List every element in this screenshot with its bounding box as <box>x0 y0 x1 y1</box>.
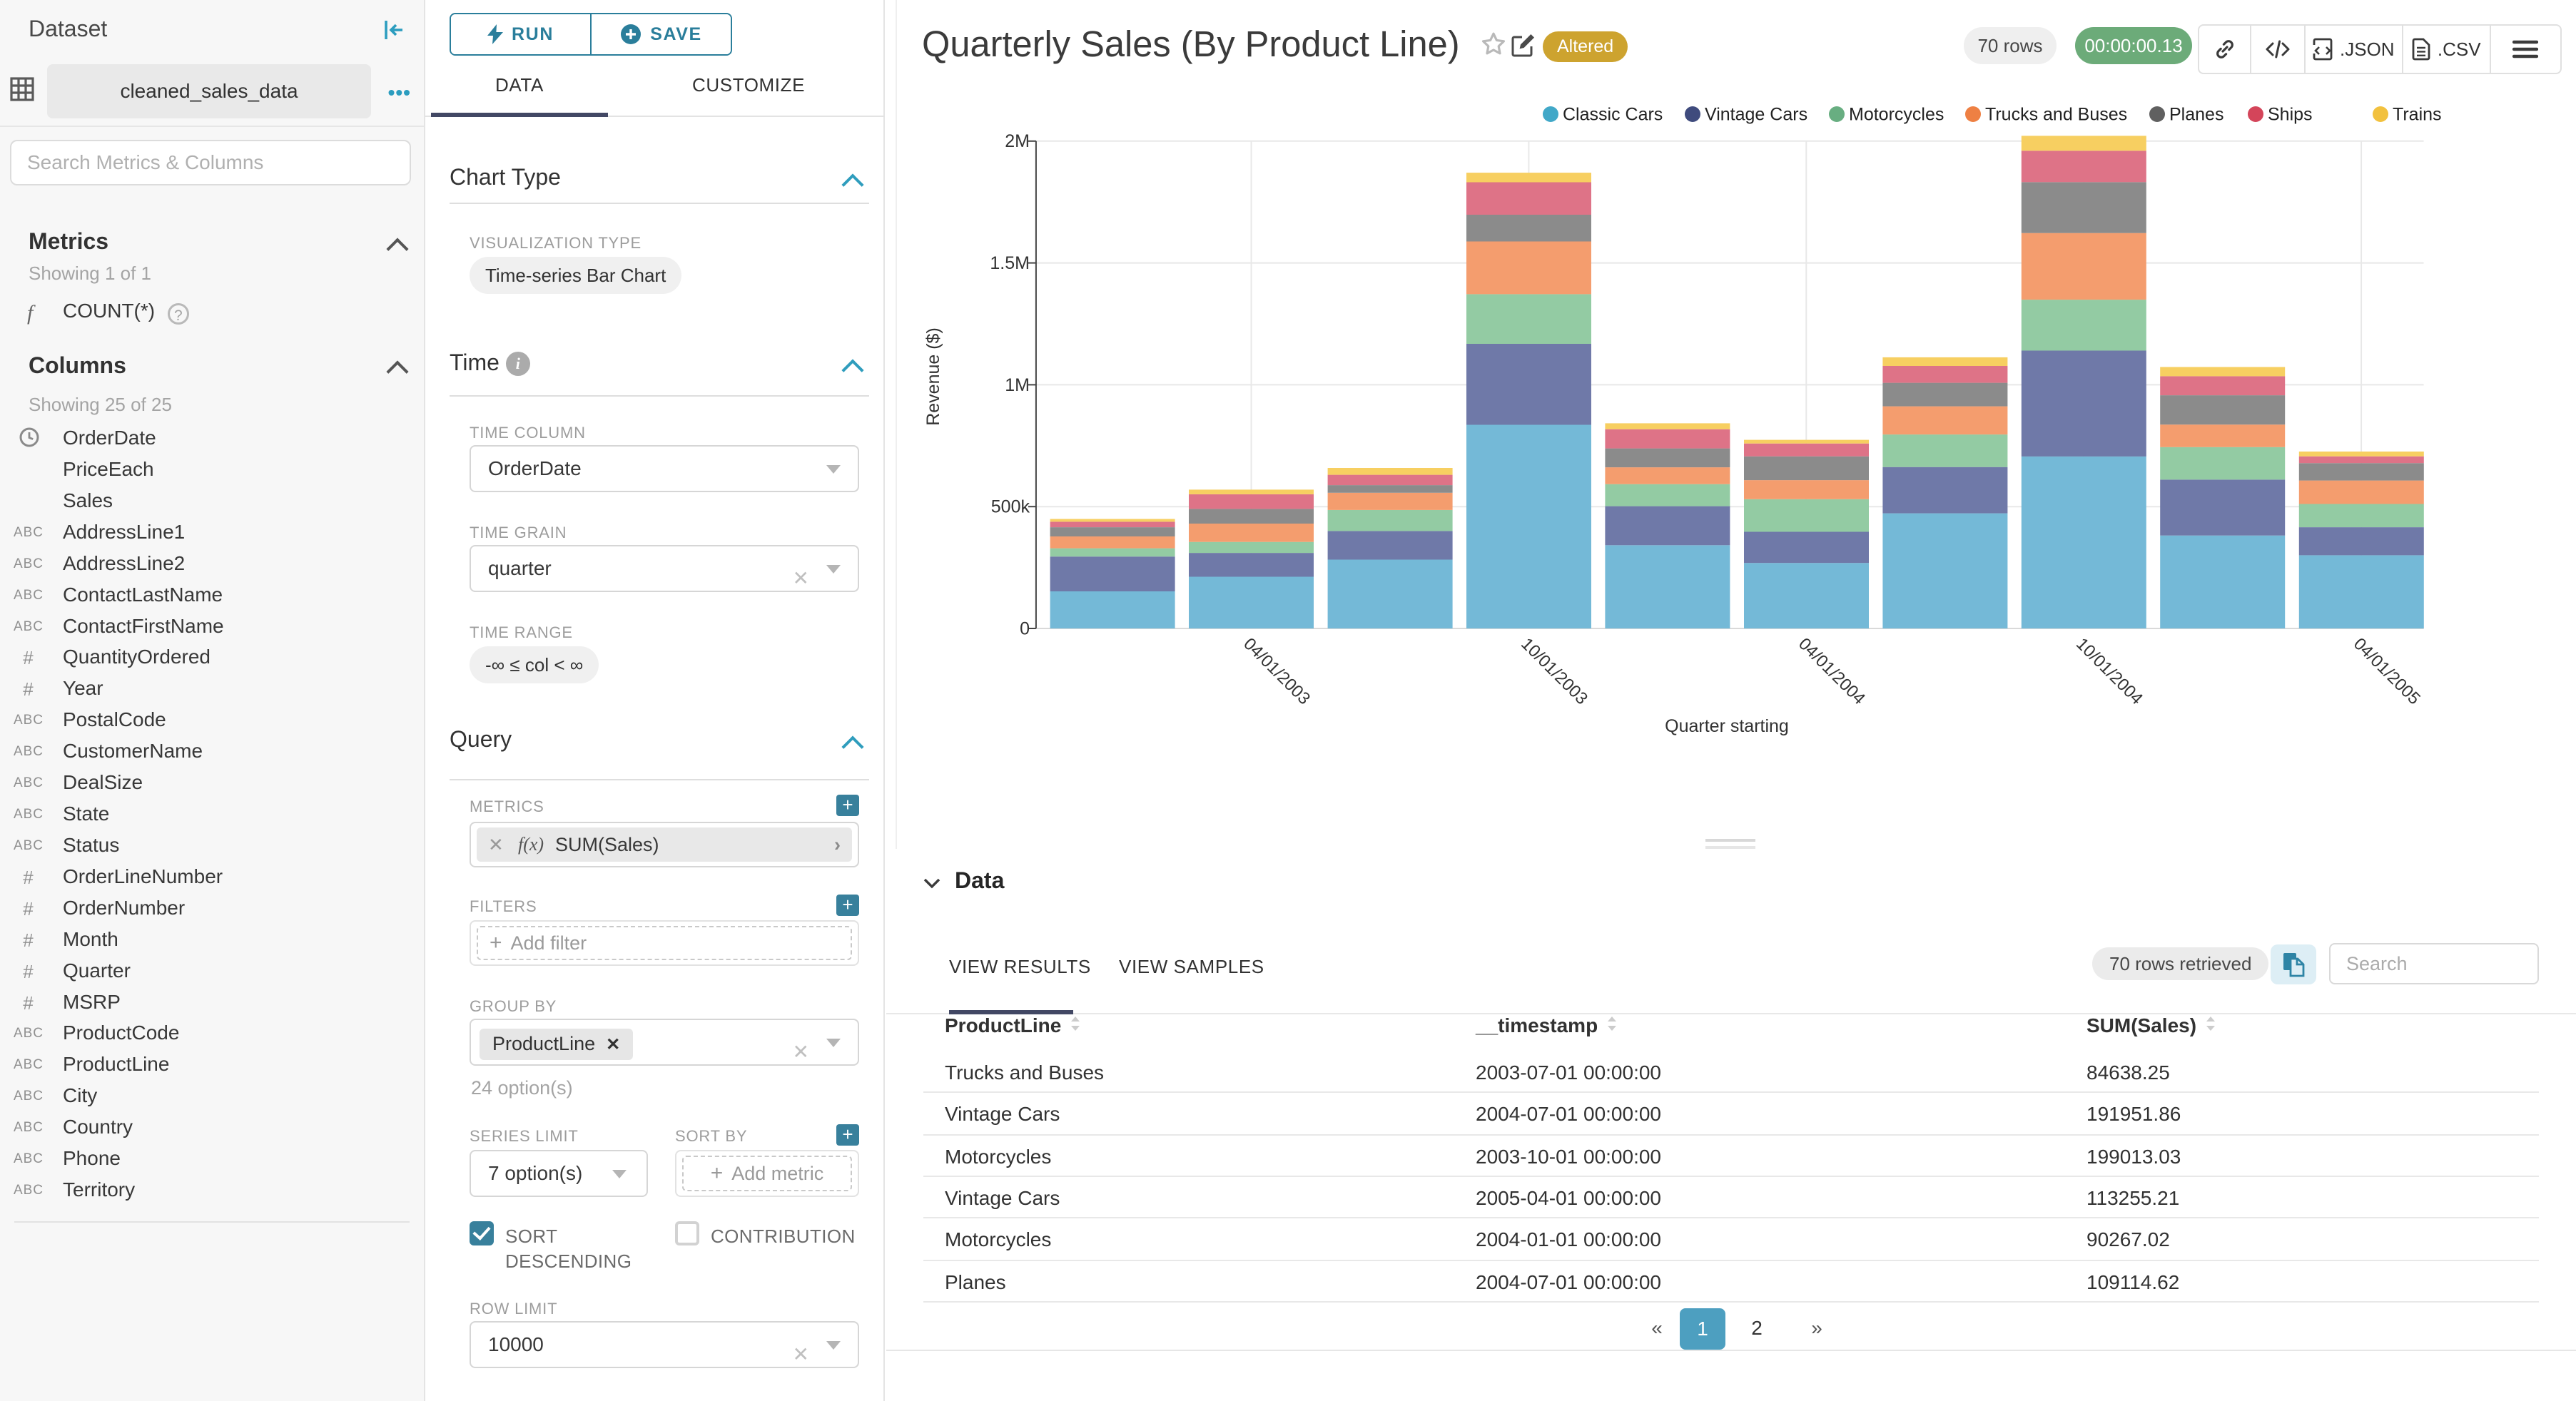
svg-text:1M: 1M <box>1005 375 1030 395</box>
svg-text:10/01/2003: 10/01/2003 <box>1517 634 1591 708</box>
svg-text:04/01/2003: 04/01/2003 <box>1239 634 1314 708</box>
svg-text:1.5M: 1.5M <box>990 253 1030 273</box>
svg-text:10/01/2004: 10/01/2004 <box>2072 634 2146 708</box>
svg-text:Planes: Planes <box>2169 105 2223 125</box>
svg-text:Vintage Cars: Vintage Cars <box>1705 105 1807 125</box>
svg-text:500k: 500k <box>991 497 1030 517</box>
svg-text:Ships: Ships <box>2268 105 2313 125</box>
svg-text:Trucks and Buses: Trucks and Buses <box>1985 105 2127 125</box>
svg-text:2M: 2M <box>1005 131 1030 151</box>
svg-text:0: 0 <box>1020 618 1030 638</box>
svg-text:Motorcycles: Motorcycles <box>1849 105 1944 125</box>
svg-text:Revenue ($): Revenue ($) <box>923 327 943 426</box>
svg-text:Trains: Trains <box>2393 105 2442 125</box>
svg-text:Classic Cars: Classic Cars <box>1563 105 1663 125</box>
svg-text:Quarter starting: Quarter starting <box>1665 716 1789 736</box>
svg-text:04/01/2005: 04/01/2005 <box>2350 634 2424 708</box>
svg-text:04/01/2004: 04/01/2004 <box>1795 634 1869 708</box>
